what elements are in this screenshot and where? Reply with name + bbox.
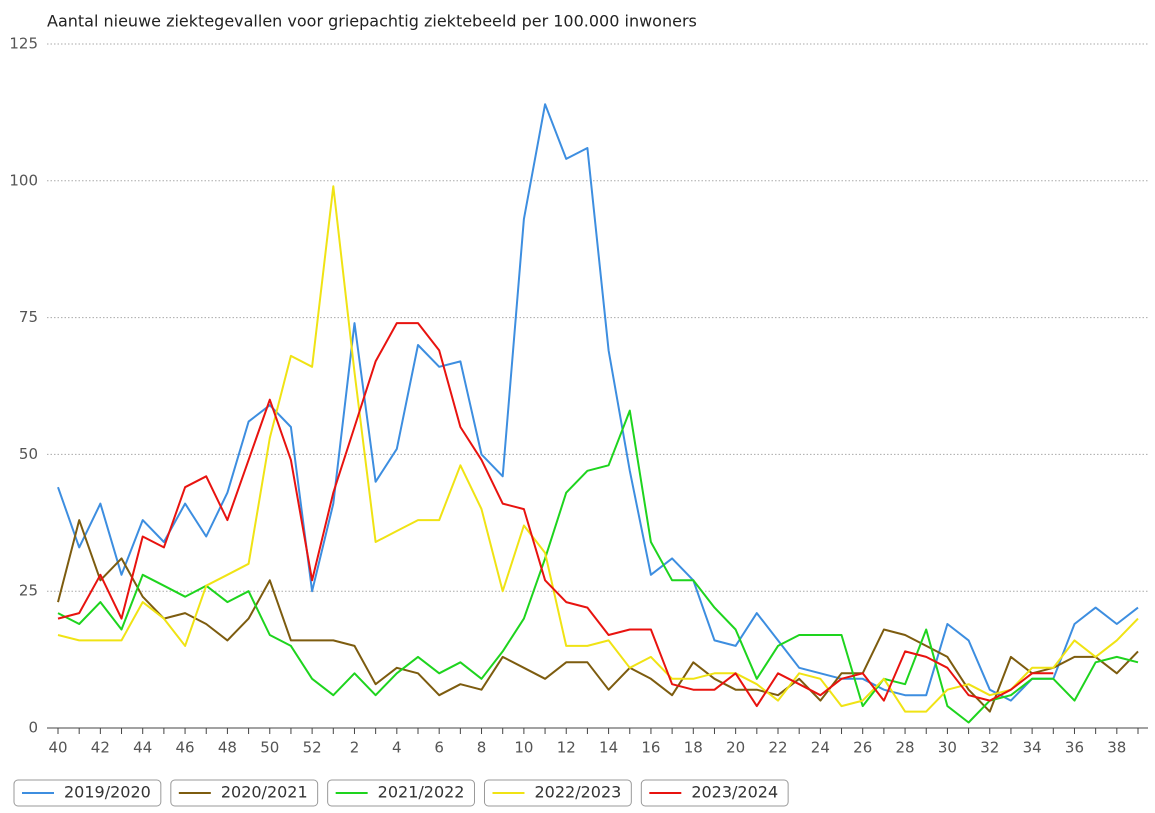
x-tick-label: 34 [1023, 739, 1042, 757]
x-tick-label: 50 [260, 739, 279, 757]
x-tick-label: 20 [726, 739, 745, 757]
legend-item[interactable]: 2021/2022 [327, 779, 475, 807]
series-line [57, 409, 1139, 724]
legend-item[interactable]: 2020/2021 [170, 779, 319, 807]
x-tick-label: 26 [853, 739, 872, 757]
x-tick-label: 14 [599, 739, 618, 757]
x-tick-label: 52 [303, 739, 322, 757]
legend-item[interactable]: 2019/2020 [13, 779, 162, 807]
legend-box [13, 779, 162, 807]
y-tick-label: 125 [9, 35, 38, 53]
y-tick-label: 0 [28, 719, 38, 737]
x-tick-label: 30 [938, 739, 957, 757]
x-tick-label: 16 [641, 739, 660, 757]
series-line [57, 519, 1139, 713]
x-tick-label: 24 [811, 739, 830, 757]
x-tick-label: 48 [218, 739, 237, 757]
x-tick-label: 18 [684, 739, 703, 757]
series-line [57, 103, 1139, 702]
x-tick-label: 40 [48, 739, 67, 757]
legend-box [640, 779, 789, 807]
x-tick-label: 46 [176, 739, 195, 757]
y-tick-label: 25 [19, 582, 38, 600]
x-tick-label: 42 [91, 739, 110, 757]
legend-box [327, 779, 475, 807]
x-tick-label: 44 [133, 739, 152, 757]
x-tick-label: 4 [392, 739, 402, 757]
legend-item[interactable]: 2022/2023 [483, 779, 632, 807]
x-tick-label: 2 [350, 739, 360, 757]
y-tick-label: 50 [19, 445, 38, 463]
x-tick-label: 8 [477, 739, 487, 757]
series-line [57, 322, 1054, 708]
x-tick-label: 6 [434, 739, 444, 757]
legend-label: 2023/2024 [691, 783, 778, 802]
x-tick-label: 28 [896, 739, 915, 757]
legend-label: 2020/2021 [221, 783, 308, 802]
x-tick-label: 22 [768, 739, 787, 757]
legend-label: 2022/2023 [534, 783, 621, 802]
legend-label: 2019/2020 [64, 783, 151, 802]
x-tick-label: 38 [1107, 739, 1126, 757]
legend-box [483, 779, 632, 807]
legend-box [170, 779, 319, 807]
y-tick-label: 100 [9, 171, 38, 189]
x-tick-label: 10 [514, 739, 533, 757]
x-tick-label: 32 [980, 739, 999, 757]
x-tick-label: 36 [1065, 739, 1084, 757]
y-tick-label: 75 [19, 308, 38, 326]
legend-item[interactable]: 2023/2024 [640, 779, 789, 807]
legend-label: 2021/2022 [378, 783, 465, 802]
x-tick-label: 12 [557, 739, 576, 757]
series-line [57, 185, 1139, 713]
chart-title: Aantal nieuwe ziektegevallen voor griepa… [47, 12, 697, 31]
